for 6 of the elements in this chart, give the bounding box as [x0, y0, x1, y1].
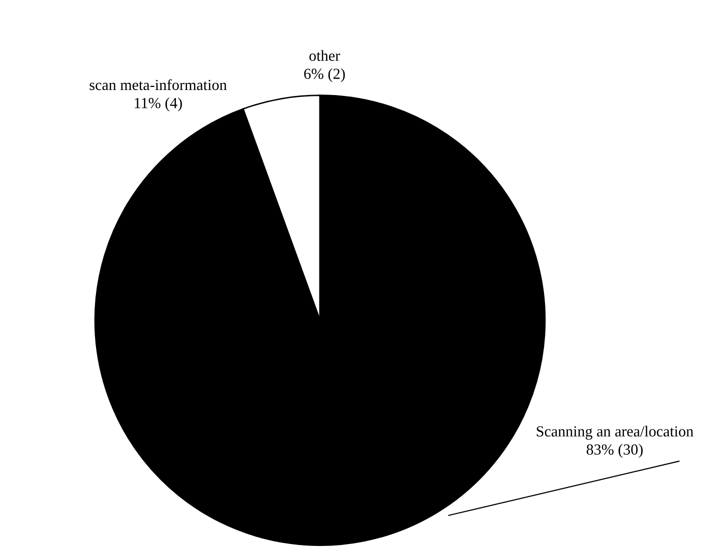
- data-label: 11% (4): [134, 97, 182, 112]
- data-label: 6% (2): [304, 68, 345, 82]
- data-label: 83% (30): [586, 444, 643, 458]
- slice-label: other: [309, 50, 340, 61]
- slice-label: scan meta-information: [90, 79, 227, 90]
- slice-label: Scanning an area/location: [536, 426, 694, 440]
